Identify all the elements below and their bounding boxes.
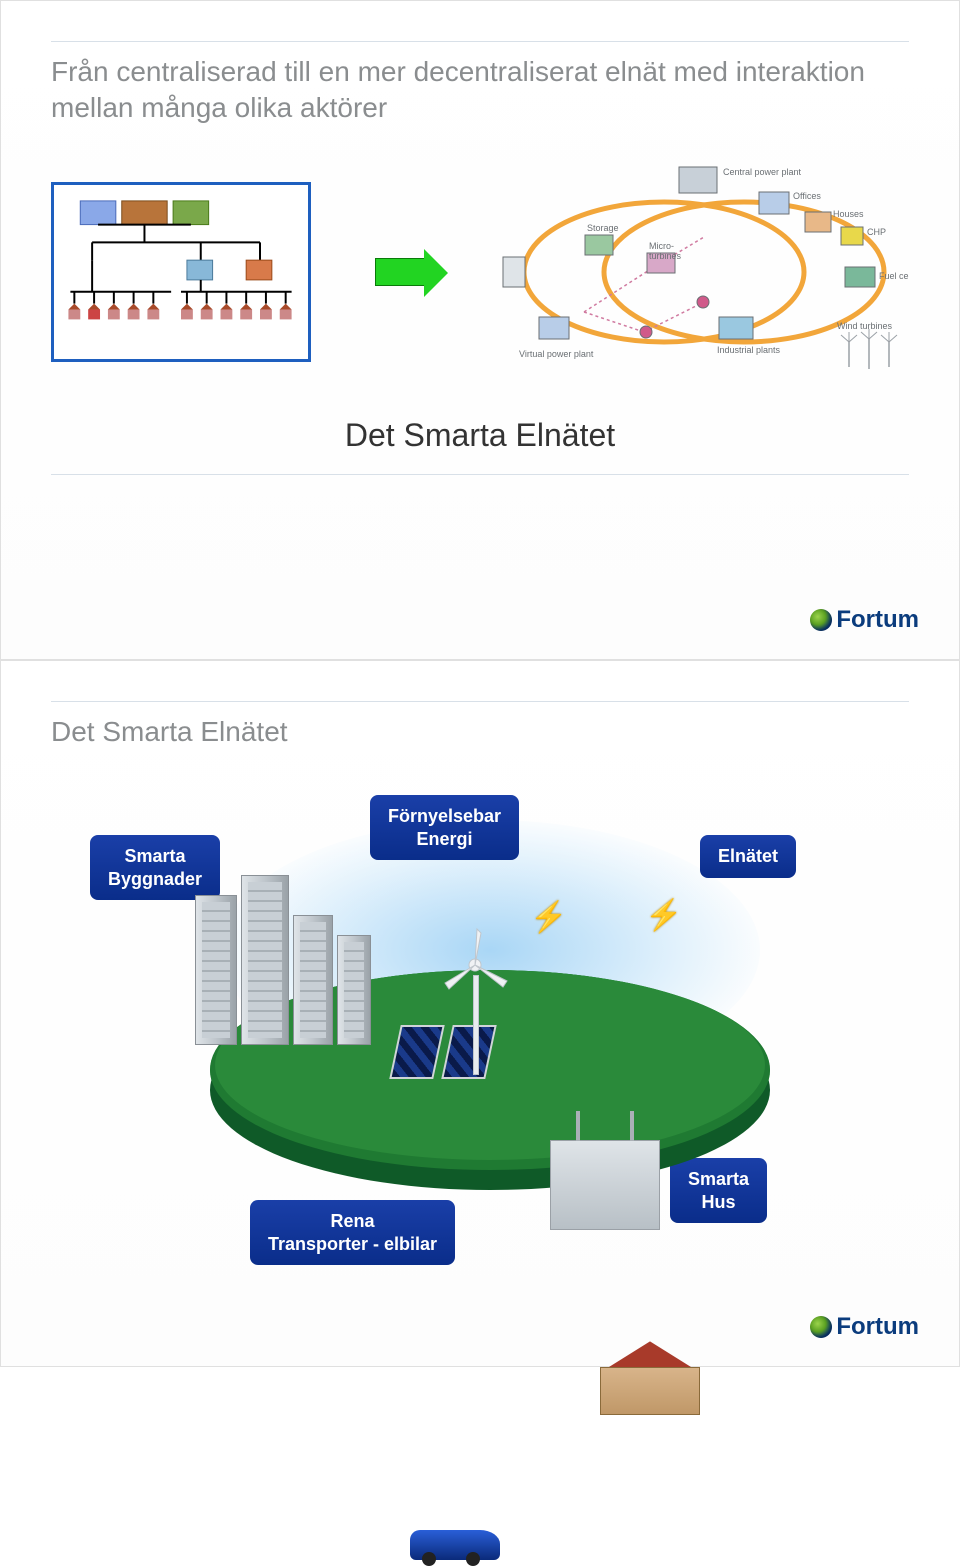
building-icon bbox=[293, 915, 333, 1045]
hierarchy-svg bbox=[62, 193, 300, 351]
label-offices: Offices bbox=[793, 191, 821, 201]
diagram-row: Central power plant Offices Houses CHP F… bbox=[51, 157, 909, 387]
slide-2-title: Det Smarta Elnätet bbox=[51, 701, 909, 750]
building-icon bbox=[195, 895, 237, 1045]
badge-label: FörnyelsebarEnergi bbox=[388, 806, 501, 849]
label-chp: CHP bbox=[867, 227, 886, 237]
buildings-cluster bbox=[195, 875, 371, 1045]
fortum-logo-text: Fortum bbox=[836, 1313, 919, 1341]
arrow-head-icon bbox=[424, 249, 448, 297]
network-svg: Central power plant Offices Houses CHP F… bbox=[489, 157, 909, 387]
badge-label: SmartaByggnader bbox=[108, 846, 202, 889]
badge-label: RenaTransporter - elbilar bbox=[268, 1211, 437, 1254]
fortum-logo-icon bbox=[810, 609, 832, 631]
house-icon bbox=[590, 1345, 710, 1415]
lightning-bolt-icon: ⚡ bbox=[645, 898, 682, 933]
badge-rena-transporter: RenaTransporter - elbilar bbox=[250, 1200, 455, 1265]
centralized-hierarchy-diagram bbox=[51, 182, 311, 362]
label-industrial-plants: Industrial plants bbox=[717, 345, 781, 355]
slide-1-subtitle: Det Smarta Elnätet bbox=[51, 417, 909, 475]
label-houses: Houses bbox=[833, 209, 864, 219]
slide-1: Från centraliserad till en mer decentral… bbox=[0, 0, 960, 660]
transition-arrow bbox=[375, 258, 425, 286]
wind-turbine-icon bbox=[445, 935, 505, 1075]
badge-elnatet: Elnätet bbox=[700, 835, 796, 878]
smart-grid-infographic: ⚡ ⚡ SmartaByggnader FörnyelsebarEnergi E… bbox=[100, 780, 860, 1260]
decentralized-network-diagram: Central power plant Offices Houses CHP F… bbox=[489, 157, 909, 387]
label-storage: Storage bbox=[587, 223, 619, 233]
label-fuel-cells: Fuel cells bbox=[879, 271, 909, 281]
badge-label: Elnätet bbox=[718, 846, 778, 866]
label-micro-turbines: Micro-turbines bbox=[649, 241, 682, 261]
fortum-logo: Fortum bbox=[810, 606, 919, 634]
badge-fornyelsebar-energi: FörnyelsebarEnergi bbox=[370, 795, 519, 860]
slide-1-title: Från centraliserad till en mer decentral… bbox=[51, 41, 909, 127]
label-virtual-power-plant: Virtual power plant bbox=[519, 349, 594, 359]
lightning-bolt-icon: ⚡ bbox=[530, 900, 567, 935]
label-central-power-plant: Central power plant bbox=[723, 167, 802, 177]
arrow-body bbox=[375, 258, 425, 286]
fortum-logo: Fortum bbox=[810, 1313, 919, 1341]
electric-car-icon bbox=[410, 1530, 500, 1560]
substation-icon bbox=[550, 1140, 660, 1230]
building-icon bbox=[337, 935, 371, 1045]
fortum-logo-text: Fortum bbox=[836, 606, 919, 634]
fortum-logo-icon bbox=[810, 1316, 832, 1338]
building-icon bbox=[241, 875, 289, 1045]
slide-2: Det Smarta Elnätet bbox=[0, 660, 960, 1367]
label-wind-turbines: Wind turbines bbox=[837, 321, 893, 331]
